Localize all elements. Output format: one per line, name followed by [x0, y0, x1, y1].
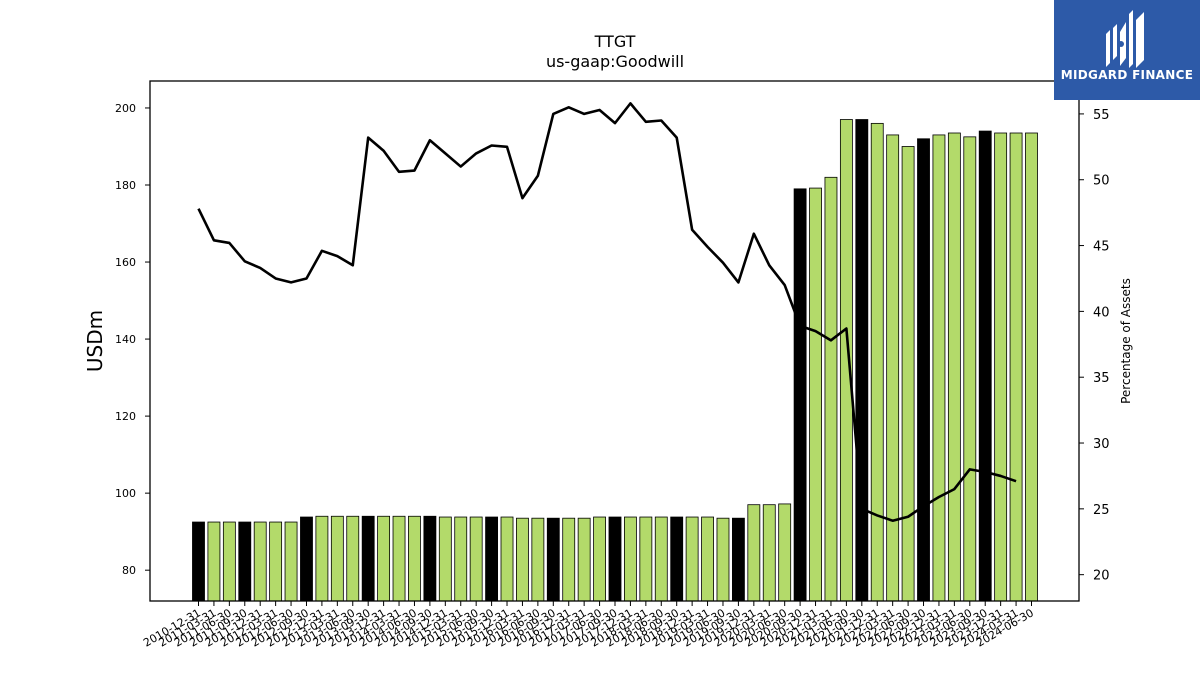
- y-tick-label: 180: [115, 179, 136, 192]
- y-tick-label: 80: [122, 564, 136, 577]
- bar: [855, 119, 869, 602]
- y-tick-label: 100: [115, 487, 136, 500]
- chart-title: TTGT: [594, 32, 636, 51]
- bar: [222, 521, 236, 602]
- bar: [716, 517, 730, 602]
- bar: [839, 119, 853, 602]
- bar: [315, 515, 329, 602]
- bar: [361, 515, 375, 602]
- bar: [516, 517, 529, 602]
- bar: [639, 516, 653, 602]
- y-tick-label: 120: [115, 410, 136, 423]
- bar: [207, 521, 221, 602]
- bar: [377, 515, 391, 602]
- y-axis-right: 20 25 30 35 40 45 50 55: [1079, 108, 1110, 584]
- bar: [593, 516, 606, 602]
- bar: [469, 516, 483, 602]
- bar: [408, 515, 421, 602]
- bar: [870, 122, 884, 602]
- bar: [608, 516, 622, 602]
- y2-tick-label: 30: [1093, 437, 1110, 452]
- bar: [978, 130, 992, 602]
- logo-text: MIDGARD FINANCE: [1060, 68, 1194, 82]
- y2-axis-label: Percentage of Assets: [1119, 278, 1133, 404]
- bar: [624, 516, 637, 602]
- bar: [685, 516, 699, 602]
- bar: [423, 515, 437, 602]
- bar: [747, 504, 761, 602]
- bar: [1025, 132, 1038, 602]
- bar: [546, 517, 560, 602]
- bar: [762, 504, 776, 602]
- bar-series: [192, 119, 1038, 602]
- y2-tick-label: 55: [1093, 108, 1110, 123]
- bar: [253, 521, 267, 602]
- y-tick-label: 160: [115, 256, 136, 269]
- y2-tick-label: 20: [1093, 569, 1110, 584]
- bar: [731, 517, 745, 602]
- bar: [932, 134, 946, 602]
- bar: [192, 521, 205, 602]
- bar: [269, 521, 283, 602]
- x-axis: 2010-12-312011-03-312011-06-302011-09-30…: [141, 601, 1036, 650]
- bar: [793, 188, 807, 602]
- bar: [809, 187, 822, 602]
- y-axis-left: 80 100 120 140 160 180 200: [115, 102, 150, 577]
- percentage-line: [197, 102, 1017, 523]
- line-series: [197, 102, 1017, 523]
- bar: [438, 516, 452, 602]
- y-tick-label: 200: [115, 102, 136, 115]
- y2-tick-label: 35: [1093, 371, 1110, 386]
- logo-mark-icon: [1106, 10, 1144, 68]
- bar: [562, 517, 576, 602]
- bar: [824, 176, 838, 602]
- bar: [778, 503, 792, 602]
- bar: [284, 521, 298, 602]
- y2-tick-label: 45: [1093, 240, 1110, 255]
- bar: [917, 138, 930, 602]
- y2-tick-label: 25: [1093, 503, 1110, 518]
- bar: [330, 515, 344, 602]
- y-tick-label: 140: [115, 333, 136, 346]
- bar: [963, 136, 977, 602]
- y-axis-label: USDm: [83, 310, 107, 372]
- bar: [454, 516, 468, 602]
- bar: [1009, 132, 1023, 602]
- bar: [300, 516, 313, 602]
- y2-tick-label: 50: [1093, 174, 1110, 189]
- y2-tick-label: 40: [1093, 305, 1110, 320]
- bar: [577, 517, 591, 602]
- bar: [901, 146, 915, 602]
- bar: [701, 516, 714, 602]
- bar: [886, 134, 900, 602]
- bar: [392, 515, 406, 602]
- bar: [531, 517, 545, 602]
- bar: [994, 132, 1008, 602]
- bar: [947, 132, 961, 602]
- bar: [500, 516, 514, 602]
- bar: [238, 521, 252, 602]
- bar: [346, 515, 360, 602]
- chart-subtitle: us-gaap:Goodwill: [545, 52, 685, 71]
- bar: [670, 516, 684, 602]
- brand-logo: MIDGARD FINANCE: [1054, 0, 1200, 100]
- bar: [654, 516, 668, 602]
- bar: [485, 516, 499, 602]
